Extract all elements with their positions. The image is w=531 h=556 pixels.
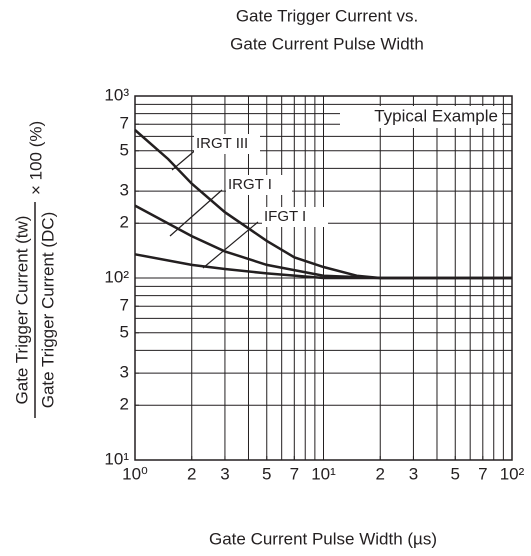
- annotation: Typical Example: [374, 106, 498, 125]
- chart-title: Gate Trigger Current vs.: [236, 6, 418, 25]
- y-tick-label: 3: [120, 181, 129, 200]
- label-bg: [194, 134, 260, 154]
- leader-line: [202, 221, 259, 269]
- y-tick-label: 7: [120, 296, 129, 315]
- y-axis-label: Gate Trigger Current (tw) Gate Trigger C…: [12, 121, 57, 418]
- x-tick-label: 7: [290, 464, 299, 483]
- x-tick-label: 10¹: [311, 464, 336, 483]
- y-tick-label: 3: [120, 363, 129, 382]
- y-tick-label: 7: [120, 114, 129, 133]
- x-tick-label: 2: [376, 464, 385, 483]
- x-tick-label: 5: [262, 464, 271, 483]
- y-tick-label: 2: [120, 395, 129, 414]
- leader-line: [171, 147, 199, 171]
- y-tick-label: 10¹: [104, 449, 129, 468]
- legend-label: IRGT III: [196, 135, 248, 152]
- x-tick-label: 10²: [500, 464, 525, 483]
- x-tick-label: 3: [220, 464, 229, 483]
- y-label-numerator: Gate Trigger Current (tw): [12, 216, 31, 405]
- x-tick-label: 5: [451, 464, 460, 483]
- leader-line: [169, 189, 223, 237]
- x-tick-label: 3: [409, 464, 418, 483]
- annotation-bg: [340, 106, 502, 128]
- x-axis-label: Gate Current Pulse Width (µs): [209, 529, 437, 548]
- label-bg: [226, 175, 292, 195]
- x-tick-label: 10⁰: [122, 464, 148, 483]
- y-tick-label: 5: [120, 140, 129, 159]
- y-tick-label: 2: [120, 213, 129, 232]
- legend-label: IFGT I: [264, 208, 306, 225]
- y-tick-label: 5: [120, 322, 129, 341]
- x-tick-label: 7: [478, 464, 487, 483]
- chart-title: Gate Current Pulse Width: [230, 34, 424, 53]
- label-bg: [262, 207, 328, 227]
- series-line: [134, 253, 512, 280]
- y-tick-label: 10³: [104, 85, 129, 104]
- legend-label: IRGT I: [228, 176, 272, 193]
- y-label-denominator: Gate Trigger Current (DC): [38, 212, 57, 409]
- y-label-suffix: × 100 (%): [26, 121, 45, 195]
- y-tick-label: 10²: [104, 267, 129, 286]
- x-tick-label: 2: [187, 464, 196, 483]
